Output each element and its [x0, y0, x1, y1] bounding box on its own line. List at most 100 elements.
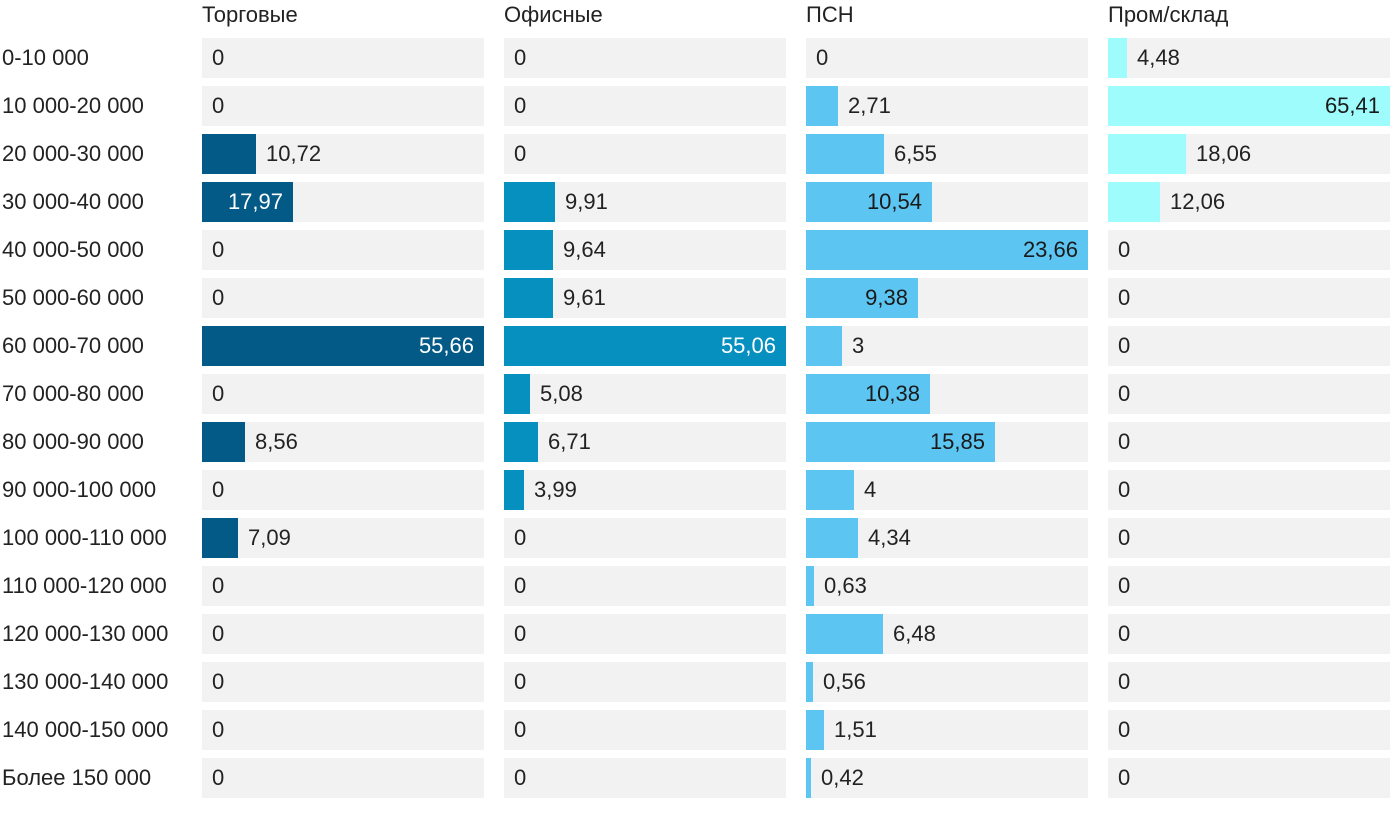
data-label: 0: [1118, 333, 1131, 358]
data-label: 0: [1118, 477, 1131, 502]
bar-track: 0: [1108, 710, 1390, 750]
row-label: 70 000-80 000: [2, 381, 144, 406]
bar-track: 0: [202, 230, 484, 270]
data-label: 3: [852, 333, 865, 358]
bar: [806, 326, 842, 366]
data-label: 0: [514, 525, 527, 550]
bar: [806, 758, 811, 798]
bar-track: 0: [504, 518, 786, 558]
bar-track: 0: [202, 614, 484, 654]
bar-track: 0: [504, 758, 786, 798]
bar: [202, 422, 245, 462]
bar-track: 8,56: [202, 422, 484, 462]
data-label: 55,66: [418, 333, 474, 358]
bar: [1108, 182, 1160, 222]
bar-track: 17,97: [202, 182, 484, 222]
bar-track: 0: [504, 710, 786, 750]
row-label: 140 000-150 000: [2, 717, 169, 742]
data-label: 0: [514, 93, 527, 118]
bar-track: 0: [202, 38, 484, 78]
data-label: 0: [816, 45, 829, 70]
bar-track: 7,09: [202, 518, 484, 558]
bar-track: 2,71: [806, 86, 1088, 126]
row-label: 90 000-100 000: [2, 477, 157, 502]
bar: [806, 182, 932, 222]
bar-track: 0: [1108, 326, 1390, 366]
bar-track: 3,99: [504, 470, 786, 510]
row-label: 130 000-140 000: [2, 669, 169, 694]
bar-track: 0: [1108, 614, 1390, 654]
bar-track: 12,06: [1108, 182, 1390, 222]
data-label: 2,71: [848, 93, 891, 118]
data-label: 55,06: [720, 333, 776, 358]
bar: [806, 614, 883, 654]
bar-track: 0: [1108, 278, 1390, 318]
row-label: 0-10 000: [2, 45, 89, 70]
data-label: 0: [212, 381, 225, 406]
bar-track: 0: [1108, 422, 1390, 462]
bar-track: 23,66: [806, 230, 1088, 270]
data-label: 23,66: [1022, 237, 1078, 262]
data-label: 9,91: [565, 189, 608, 214]
bar-track: 0: [504, 614, 786, 654]
data-label: 4: [864, 477, 877, 502]
bar-track: 9,38: [806, 278, 1088, 318]
data-label: 0: [514, 141, 527, 166]
bar-track: 9,91: [504, 182, 786, 222]
bar-track: 0: [202, 374, 484, 414]
data-label: 0: [514, 669, 527, 694]
data-label: 0,56: [823, 669, 866, 694]
data-label: 12,06: [1170, 189, 1226, 214]
bar-track: 0: [202, 662, 484, 702]
bar: [202, 518, 238, 558]
bar-track: 0: [1108, 662, 1390, 702]
bar-track: 4,48: [1108, 38, 1390, 78]
data-label: 0: [1118, 717, 1131, 742]
bar: [202, 326, 484, 366]
data-label: 0: [212, 45, 225, 70]
data-label: 65,41: [1324, 93, 1380, 118]
bar-track: 55,06: [504, 326, 786, 366]
bar: [504, 278, 553, 318]
bar-track: 10,72: [202, 134, 484, 174]
bar-track: 0: [1108, 470, 1390, 510]
bar-track: 3: [806, 326, 1088, 366]
data-label: 17,97: [227, 189, 283, 214]
column-header: Пром/склад: [1108, 2, 1229, 27]
bar-track: 9,61: [504, 278, 786, 318]
row-label: Более 150 000: [2, 765, 152, 790]
row-label: 10 000-20 000: [2, 93, 144, 118]
data-label: 0,63: [824, 573, 867, 598]
data-label: 0: [1118, 669, 1131, 694]
data-label: 0: [1118, 525, 1131, 550]
data-label: 0: [212, 477, 225, 502]
column-header: ПСН: [806, 2, 854, 27]
bar: [504, 422, 538, 462]
bar-track: 0: [1108, 230, 1390, 270]
data-label: 10,54: [866, 189, 922, 214]
bar-track: 0: [504, 86, 786, 126]
bar: [504, 230, 553, 270]
bar: [806, 662, 813, 702]
bar: [806, 230, 1088, 270]
bar-track: 0: [202, 758, 484, 798]
row-label: 110 000-120 000: [2, 573, 167, 598]
bar-track: 55,66: [202, 326, 484, 366]
bar-track: 6,71: [504, 422, 786, 462]
bar-track: 0: [504, 662, 786, 702]
data-label: 0: [1118, 429, 1131, 454]
data-label: 0: [514, 621, 527, 646]
bar-track: 0,42: [806, 758, 1088, 798]
data-label: 0: [212, 285, 225, 310]
bar: [806, 422, 995, 462]
bar: [504, 326, 786, 366]
data-label: 0: [1118, 381, 1131, 406]
bar-track: 0,56: [806, 662, 1088, 702]
bar-track: 65,41: [1108, 86, 1390, 126]
row-label: 20 000-30 000: [2, 141, 144, 166]
bar: [806, 518, 858, 558]
data-label: 0: [1118, 285, 1131, 310]
data-label: 5,08: [540, 381, 583, 406]
data-label: 8,56: [255, 429, 298, 454]
